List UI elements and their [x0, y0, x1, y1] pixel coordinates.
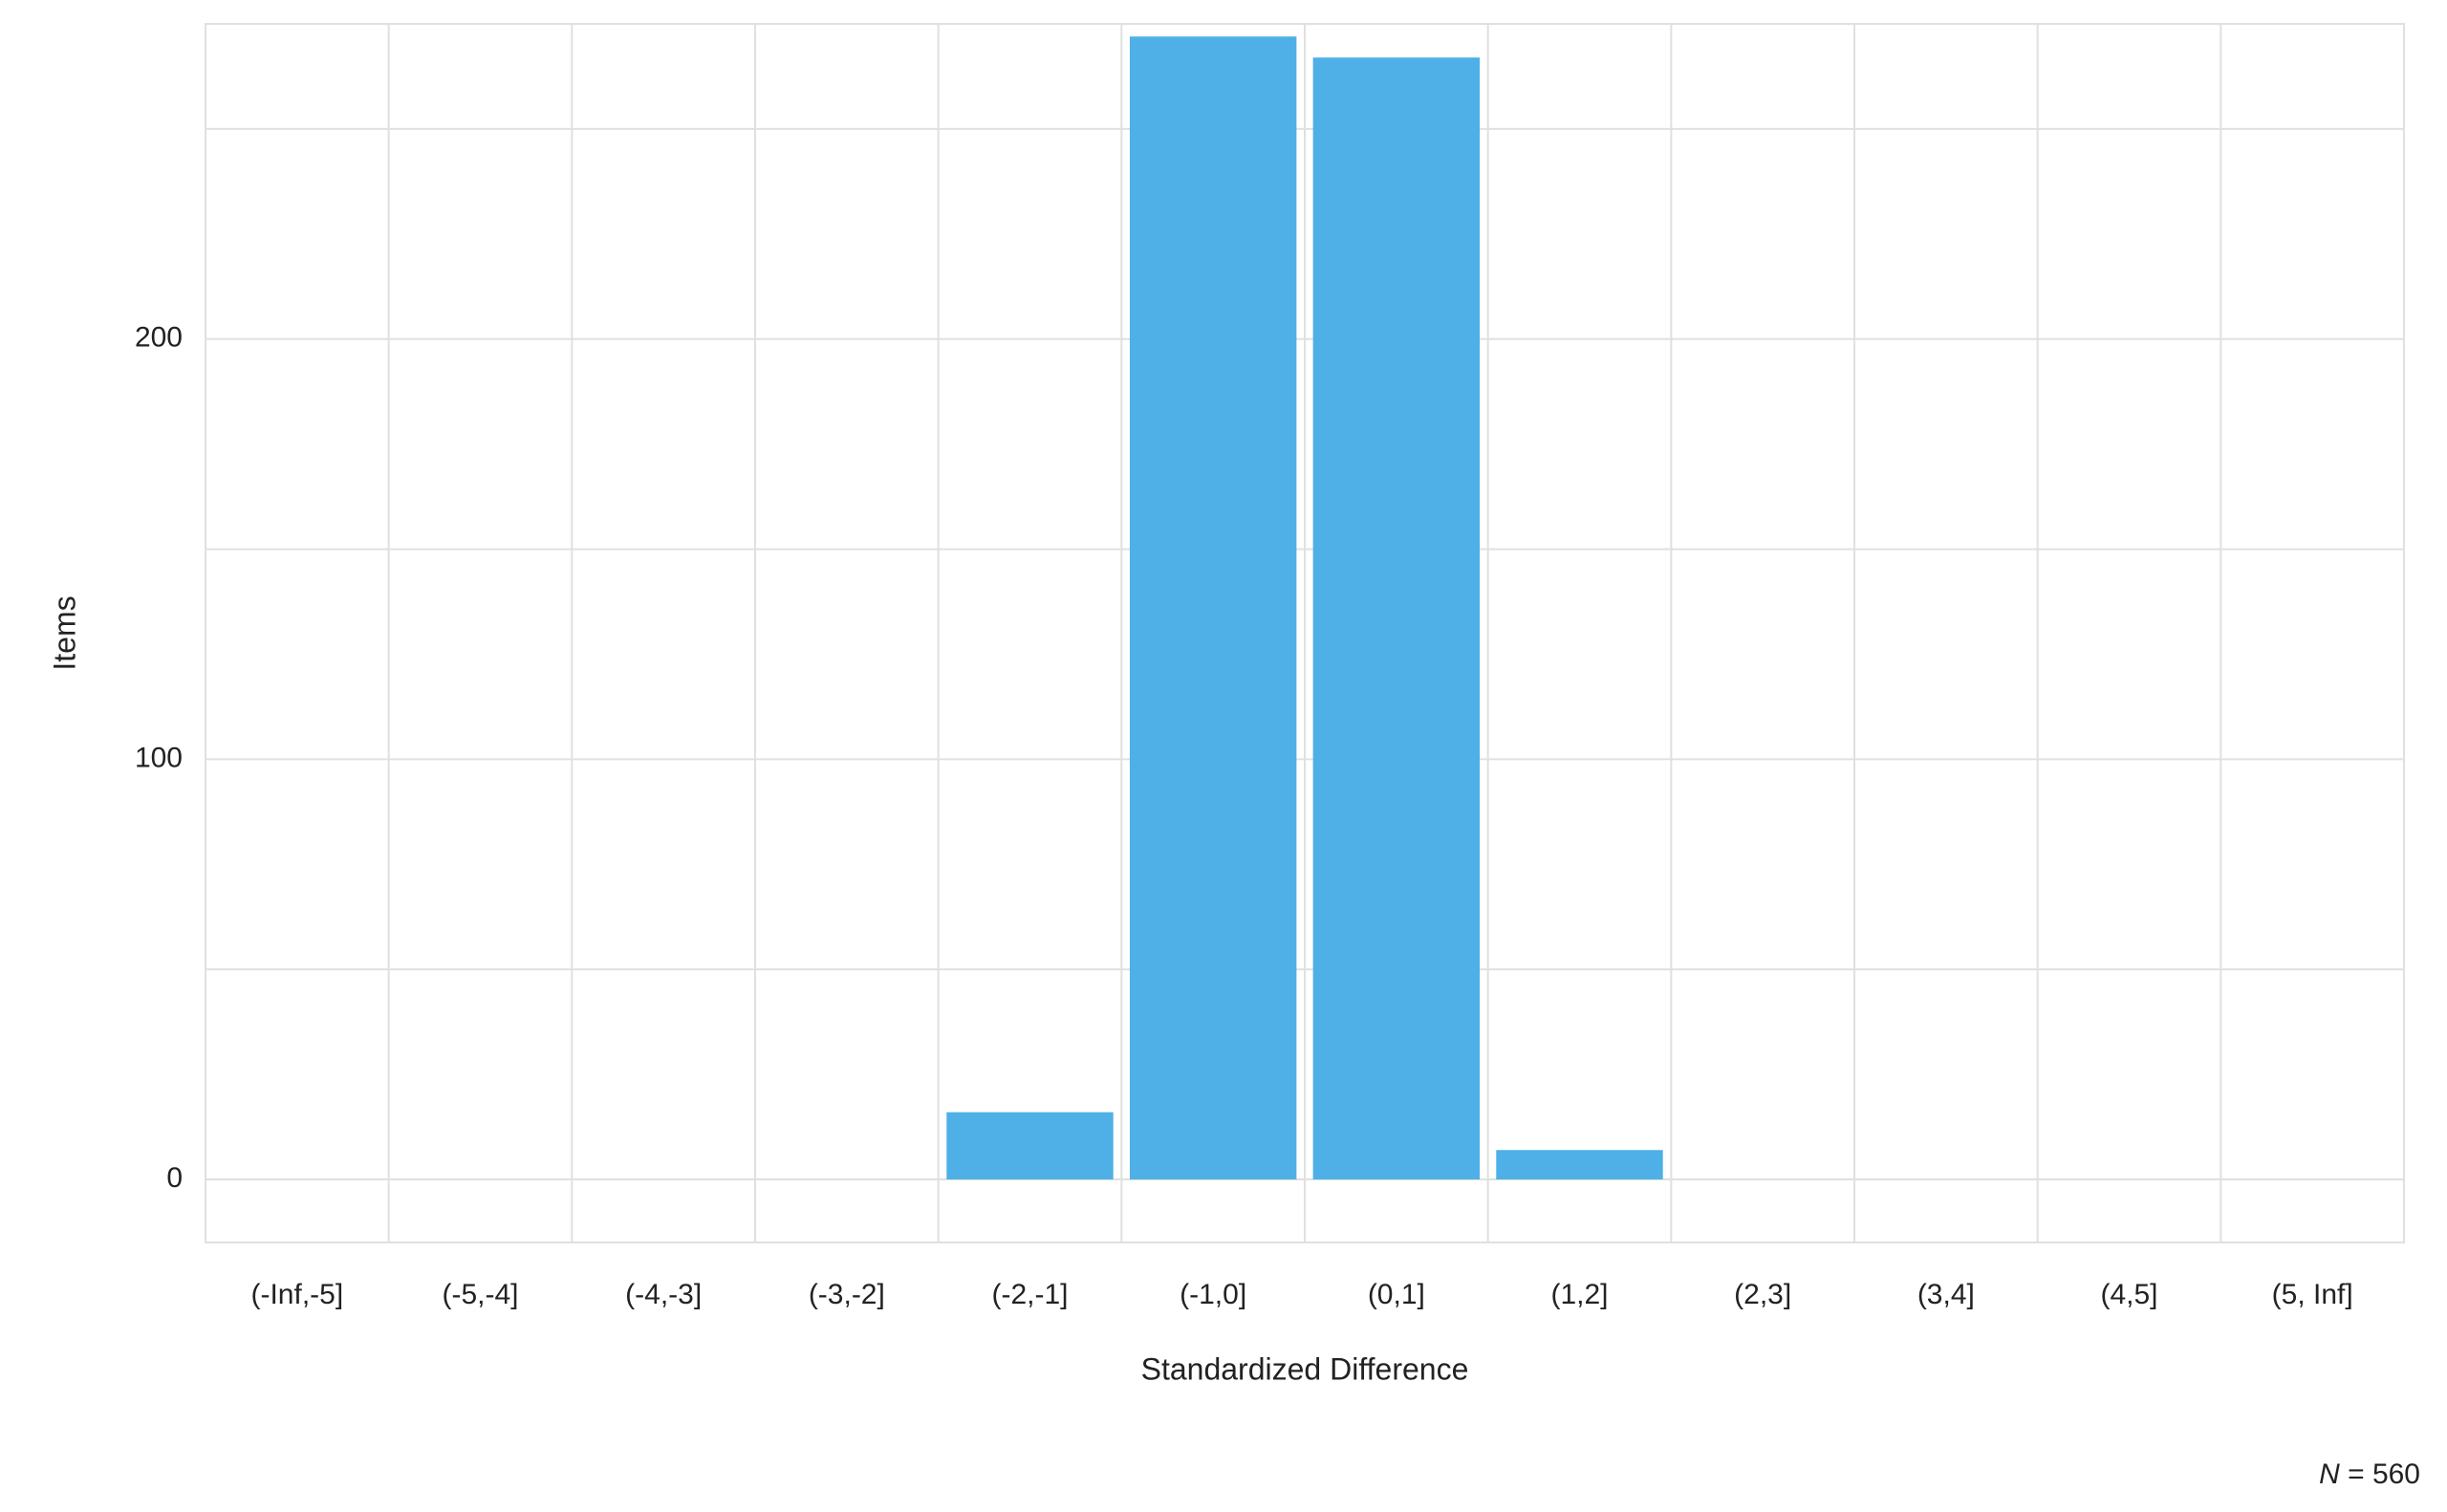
histogram-bar — [946, 1112, 1113, 1179]
x-tick-label: (0,1] — [1368, 1279, 1425, 1310]
x-tick-label: (3,4] — [1917, 1279, 1975, 1310]
histogram-bar — [1130, 36, 1296, 1179]
histogram-bar — [1313, 57, 1480, 1179]
y-tick-label: 0 — [166, 1162, 183, 1194]
x-tick-label: (-2,-1] — [991, 1279, 1068, 1310]
x-tick-label: (4,5] — [2100, 1279, 2157, 1310]
x-tick-label: (5, Inf] — [2272, 1279, 2353, 1310]
x-tick-label: (-1,0] — [1180, 1279, 1246, 1310]
chart-container: 0 100 200 (-Inf,-5] (-5,-4] (-4,-3] (-3,-2] (-2… — [0, 0, 2447, 1512]
x-tick-label: (-4,-3] — [625, 1279, 702, 1310]
histogram-svg: 0 100 200 (-Inf,-5] (-5,-4] (-4,-3] (-3,-2] (-2… — [0, 0, 2447, 1512]
x-tick-label: (2,3] — [1734, 1279, 1791, 1310]
y-tick-label: 100 — [135, 742, 183, 773]
x-axis-title: Standardized Difference — [1141, 1351, 1469, 1386]
x-tick-label: (-Inf,-5] — [250, 1279, 343, 1310]
histogram-bar — [1496, 1150, 1662, 1179]
x-tick-label: (1,2] — [1550, 1279, 1608, 1310]
x-tick-label: (-5,-4] — [442, 1279, 518, 1310]
x-tick-label: (-3,-2] — [809, 1279, 885, 1310]
y-axis-title: Items — [47, 595, 81, 670]
sample-size-note: N = 560 — [2319, 1458, 2420, 1490]
y-tick-label: 200 — [135, 322, 183, 354]
